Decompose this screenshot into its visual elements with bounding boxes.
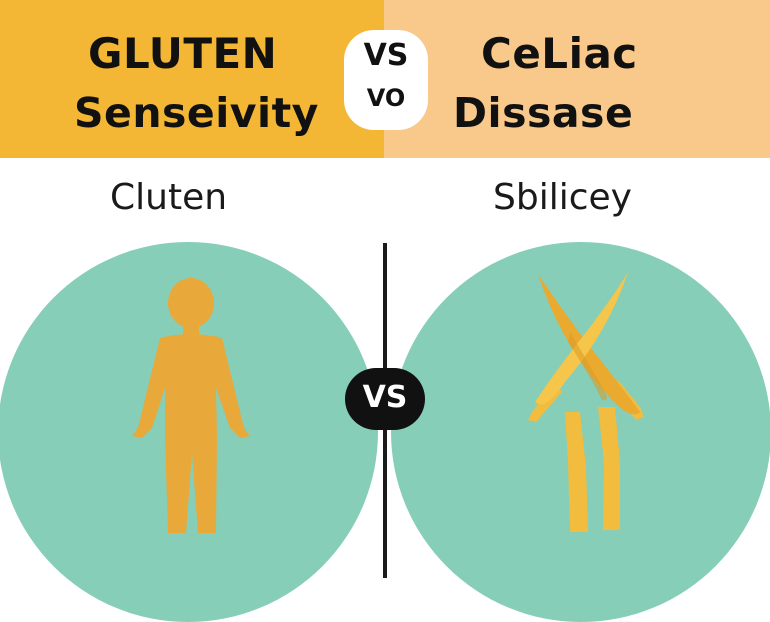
header-vs-bottom: VO — [366, 84, 406, 112]
ribbon-figure-icon — [528, 272, 644, 532]
right-title-line1: CeLiac — [481, 29, 638, 78]
right-subtitle: Sbilicey — [493, 177, 632, 218]
left-title-line2: Senseivity — [74, 89, 319, 137]
left-banner — [0, 0, 384, 158]
header-vs-top: VS — [363, 38, 409, 73]
center-vs-badge: VS — [345, 368, 425, 430]
right-title-line2: Dissase — [453, 89, 634, 137]
center-vs-label: VS — [362, 380, 408, 415]
right-banner — [384, 0, 770, 158]
person-icon — [132, 278, 250, 533]
header-vs-pill: VS VO — [344, 30, 428, 130]
left-subtitle: Cluten — [110, 177, 228, 218]
left-title-line1: GLUTEN — [88, 29, 278, 78]
